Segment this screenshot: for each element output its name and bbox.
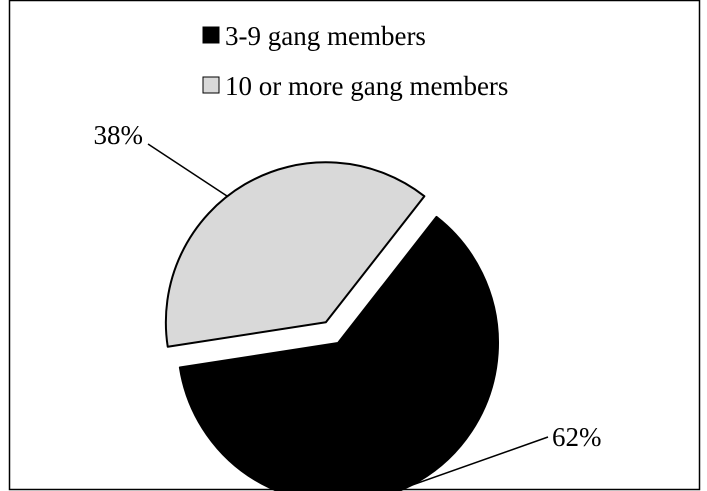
legend-swatch-10-plus — [202, 76, 220, 94]
leader-line-0 — [393, 436, 549, 491]
leader-line-1 — [147, 143, 228, 197]
legend-label-10-plus: 10 or more gang members — [225, 71, 508, 101]
pie-slice-0 — [178, 215, 499, 491]
pie-slices — [164, 161, 499, 491]
legend: 3-9 gang members 10 or more gang members — [202, 21, 508, 101]
data-label-0: 62% — [552, 422, 602, 452]
pie-slice-1 — [164, 161, 426, 348]
data-labels: 62% 38% — [94, 120, 602, 491]
legend-swatch-3-9 — [202, 26, 220, 44]
legend-label-3-9: 3-9 gang members — [225, 21, 426, 51]
data-label-1: 38% — [94, 120, 144, 150]
